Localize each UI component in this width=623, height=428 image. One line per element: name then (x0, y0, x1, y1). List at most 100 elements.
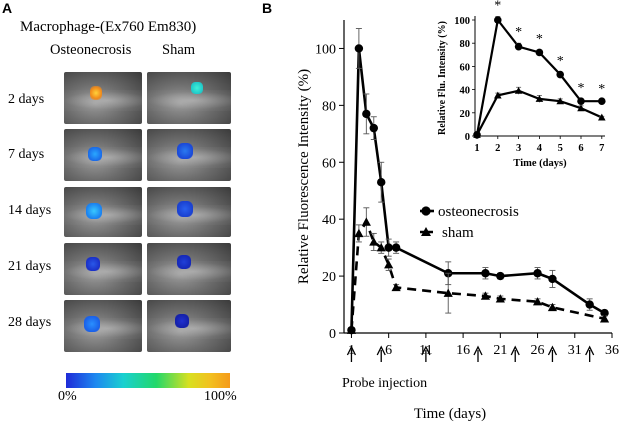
image-sham-7-days (147, 129, 231, 181)
main-series-line-osteonecrosis (350, 48, 606, 331)
inset-point-osteonecrosis (577, 97, 585, 105)
main-point-osteonecrosis (600, 308, 609, 318)
main-point-sham (532, 297, 543, 306)
probe-injection-arrow-head (585, 345, 595, 356)
main-x-tick-label: 36 (605, 343, 619, 358)
image-sham-2-days (147, 72, 231, 124)
legend-marker-sham (421, 227, 431, 236)
main-x-tick-label: 31 (568, 343, 582, 358)
main-y-tick-label: 60 (322, 156, 336, 171)
inset-point-sham (535, 95, 544, 102)
main-point-osteonecrosis (391, 243, 401, 252)
main-point-osteonecrosis (377, 177, 386, 187)
main-point-osteonecrosis (384, 243, 393, 252)
significance-star: * (515, 25, 522, 40)
inset-x-tick-label: 5 (558, 143, 563, 154)
image-osteonecrosis-21-days (64, 243, 142, 295)
colorbar-min-label: 0% (58, 389, 77, 404)
inset-x-tick-label: 7 (599, 143, 604, 154)
main-point-sham (376, 243, 386, 252)
main-point-osteonecrosis (369, 123, 378, 133)
main-point-osteonecrosis (362, 109, 371, 119)
main-point-sham (495, 294, 505, 303)
probe-injection-arrow-head (510, 345, 520, 356)
main-point-sham (354, 228, 364, 238)
significance-star: * (557, 54, 564, 69)
inset-y-tick-label: 100 (454, 16, 470, 27)
inset-point-osteonecrosis (556, 70, 564, 79)
row-label-2-days: 2 days (8, 92, 45, 107)
inset-y-tick-label: 60 (460, 62, 471, 73)
main-point-sham (599, 314, 610, 323)
inset-y-tick-label: 40 (460, 86, 471, 97)
intensity-colorbar (66, 373, 230, 388)
main-point-sham (443, 288, 453, 297)
inset-point-osteonecrosis (535, 48, 544, 57)
main-point-osteonecrosis (533, 269, 542, 278)
significance-star: * (598, 82, 605, 97)
row-label-21-days: 21 days (8, 259, 52, 274)
probe-injection-arrow-head (473, 345, 483, 356)
legend-label-osteonecrosis: osteonecrosis (438, 204, 519, 220)
inset-y-axis-label: Relative Flu. Intensity (%) (437, 21, 448, 135)
significance-star: * (578, 81, 585, 96)
inset-x-tick-label: 3 (516, 143, 521, 154)
main-x-tick-label: 16 (456, 343, 470, 358)
legend-marker-osteonecrosis (421, 206, 431, 216)
image-osteonecrosis-14-days (64, 187, 142, 237)
main-x-tick-label: 21 (493, 343, 507, 358)
row-label-14-days: 14 days (8, 203, 52, 218)
main-point-osteonecrosis (548, 274, 557, 284)
main-point-osteonecrosis (585, 300, 594, 309)
significance-star: * (536, 32, 543, 47)
legend-label-sham: sham (442, 225, 474, 241)
inset-x-axis-label: Time (days) (513, 158, 567, 169)
main-point-sham (547, 302, 558, 312)
main-point-sham (391, 282, 401, 292)
image-osteonecrosis-7-days (64, 129, 142, 181)
main-point-sham (480, 291, 491, 300)
column-header-osteonecrosis: Osteonecrosis (50, 42, 132, 58)
main-plot: 02040608010016111621263136Relative Fluor… (296, 20, 619, 422)
significance-star: * (494, 0, 501, 14)
panel-a-letter: A (2, 0, 13, 16)
image-sham-21-days (147, 243, 231, 295)
main-y-axis-label: Relative Fluorescence Intensity (%) (296, 69, 312, 284)
inset-point-sham (598, 113, 606, 121)
main-y-tick-label: 80 (322, 99, 336, 114)
main-point-sham (369, 237, 379, 246)
inset-x-tick-label: 2 (495, 143, 500, 154)
probe-injection-arrow-head (376, 345, 386, 356)
inset-point-osteonecrosis (598, 97, 606, 105)
row-label-7-days: 7 days (8, 147, 45, 162)
probe-injection-arrow-head (346, 345, 357, 356)
main-y-tick-label: 100 (315, 42, 336, 57)
inset-x-tick-label: 4 (537, 143, 543, 154)
main-point-osteonecrosis (481, 269, 490, 278)
image-sham-14-days (147, 187, 231, 237)
inset-x-tick-label: 6 (578, 143, 583, 154)
probe-injection-arrow-head (547, 345, 558, 356)
main-x-axis-label: Time (days) (414, 406, 486, 422)
main-point-sham (384, 260, 394, 269)
inset-plot: 0 20 40 60 80 100 1 2 3 4 5 6 7 Relative Flu. Intensi… (437, 0, 606, 169)
main-point-osteonecrosis (496, 271, 505, 281)
inset-y-tick-label: 0 (465, 132, 470, 143)
colorbar-max-label: 100% (204, 389, 237, 404)
inset-point-sham (494, 91, 502, 99)
panel-a-title: Macrophage-(Ex760 Em830) (20, 19, 197, 35)
main-y-tick-label: 0 (329, 327, 336, 342)
main-series-line-sham (350, 219, 605, 331)
main-point-sham (361, 217, 371, 226)
row-label-28-days: 28 days (8, 315, 52, 330)
main-x-tick-label: 6 (385, 343, 392, 358)
image-osteonecrosis-2-days (64, 72, 142, 124)
column-header-sham: Sham (162, 42, 196, 58)
probe-injection-arrow-head (421, 345, 431, 356)
main-x-tick-label: 26 (531, 343, 545, 358)
main-point-sham (346, 325, 357, 334)
inset-point-osteonecrosis (494, 16, 502, 24)
inset-y-tick-label: 80 (460, 39, 471, 50)
main-y-tick-label: 20 (322, 270, 336, 285)
